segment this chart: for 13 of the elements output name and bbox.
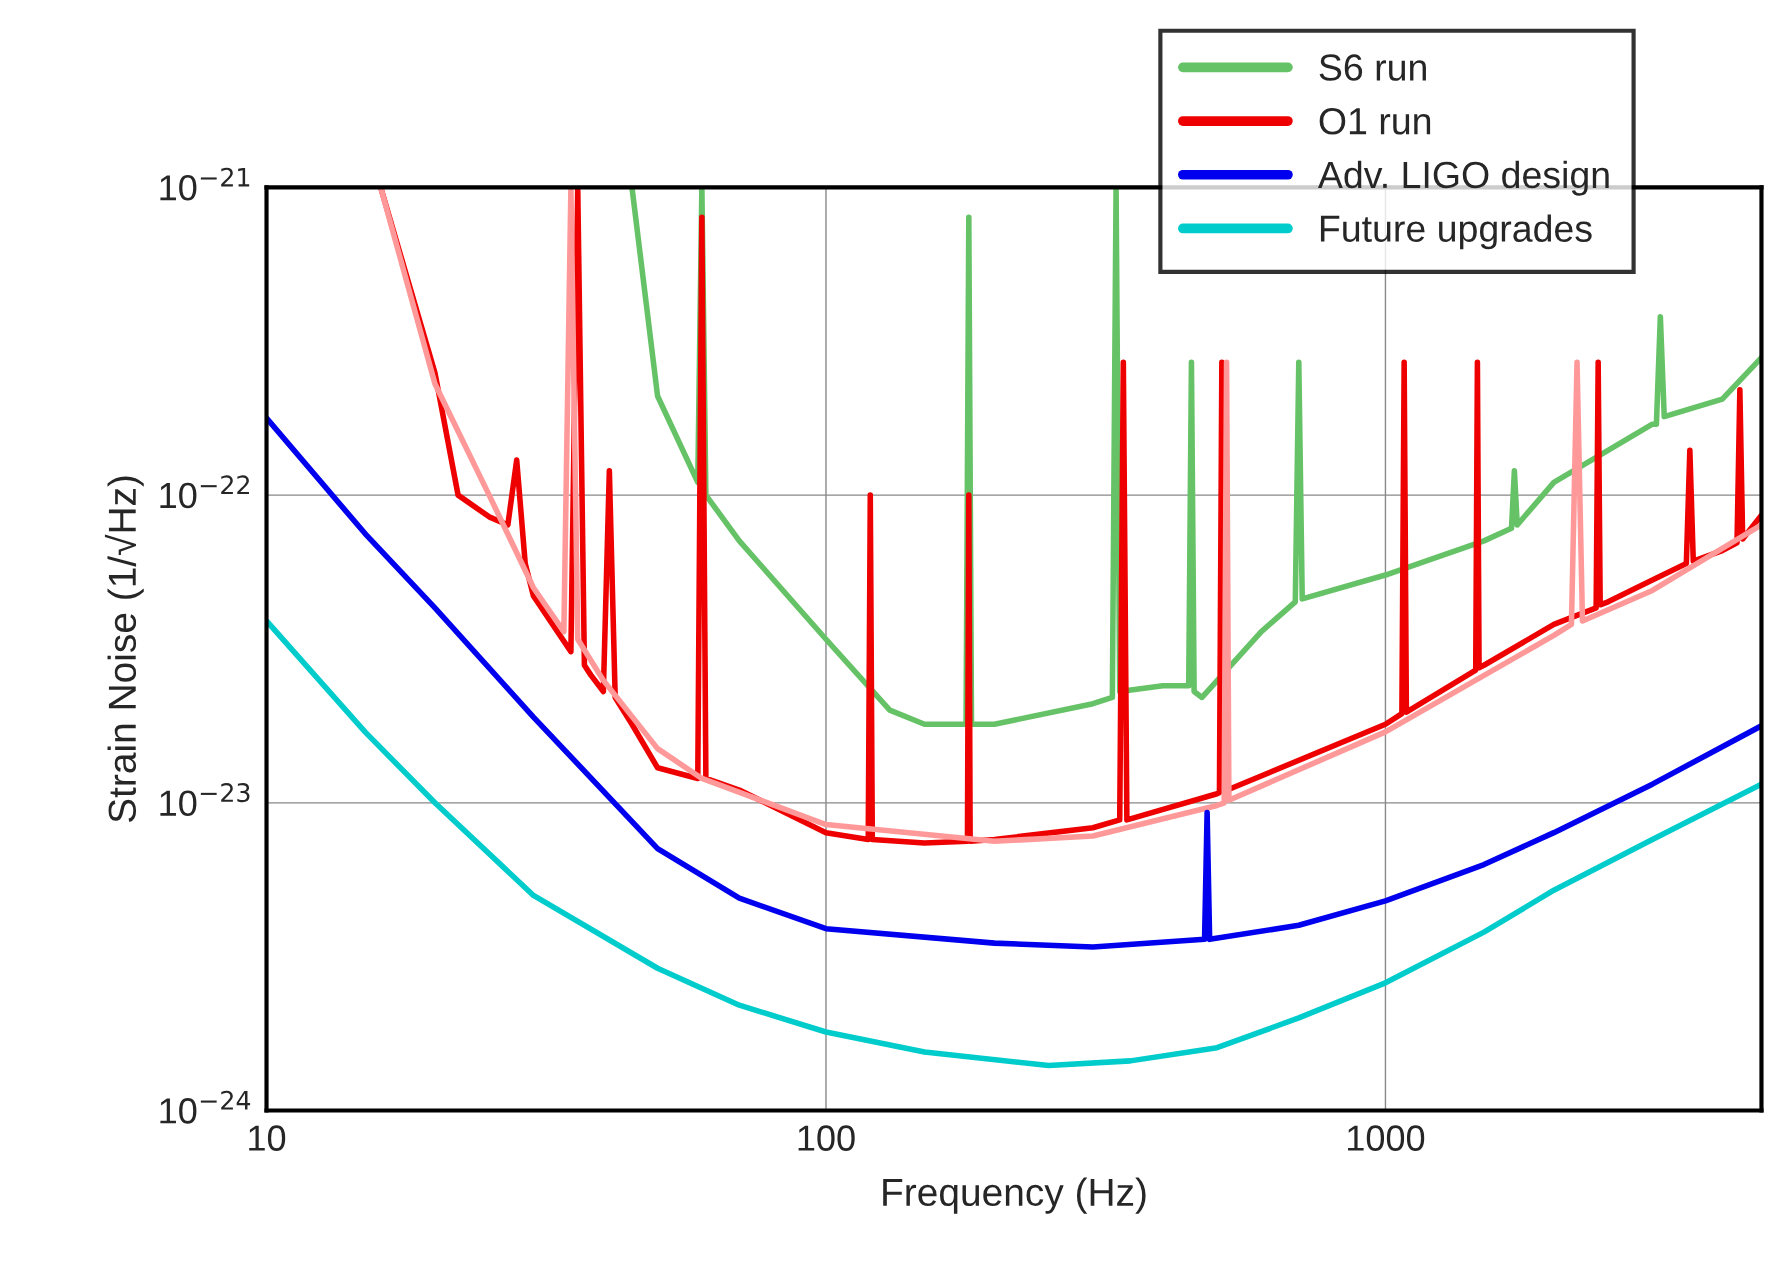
y-tick-label: 10$^{−21}$ (160, 167, 250, 201)
x-tick-label: 10 (249, 1125, 286, 1151)
x-axis-title: Frequency (Hz) (883, 1177, 1146, 1214)
x-tick-label: 100 (798, 1125, 855, 1151)
y-tick-label: 10$^{−24}$ (160, 1090, 251, 1124)
y-tick-label: 10$^{−23}$ (160, 783, 250, 816)
legend-label: S6 run (1319, 54, 1426, 81)
legend-label: O1 run (1319, 107, 1431, 135)
x-tick-label: 1000 (1348, 1125, 1425, 1151)
legend-label: Adv. LIGO design (1317, 160, 1609, 196)
y-axis-title: Strain Noise (1/√Hz) (104, 476, 144, 823)
legend-label: Future upgrades (1320, 214, 1592, 250)
y-tick-label: 10$^{−22}$ (160, 475, 249, 509)
